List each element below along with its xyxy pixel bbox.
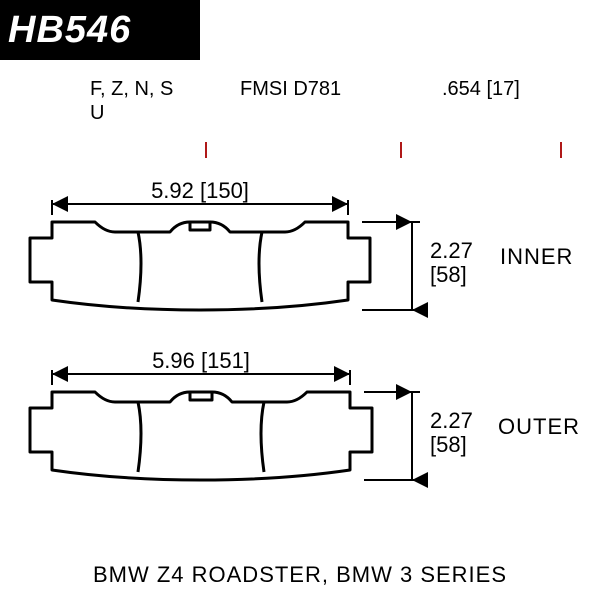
part-number: HB546 [8,9,131,52]
brake-pad-diagram: 5.92 [150] 2.27 [58] 5.96 [151] 2.27 [58… [0,160,600,560]
outer-width-label: 5.96 [151] [152,348,250,373]
part-number-header: HB546 [0,0,200,60]
inner-width-label: 5.92 [150] [151,178,249,203]
divider-tick [400,142,402,158]
thickness-spec: .654 [17] [442,78,520,101]
compounds-line2: U [90,102,104,125]
inner-height-2: [58] [430,262,467,287]
outer-label: OUTER [498,414,580,440]
outer-height-2: [58] [430,432,467,457]
inner-height-1: 2.27 [430,238,473,263]
compounds-line1: F, Z, N, S [90,78,173,101]
outer-pad-shape [30,392,372,480]
fitment-label: BMW Z4 ROADSTER, BMW 3 SERIES [0,562,600,588]
inner-label: INNER [500,244,573,270]
spec-row: F, Z, N, S U FMSI D781 .654 [17] [0,78,600,138]
divider-tick [560,142,562,158]
inner-pad-shape [30,222,370,310]
divider-tick [205,142,207,158]
fmsi-code: FMSI D781 [240,78,341,101]
outer-height-1: 2.27 [430,408,473,433]
